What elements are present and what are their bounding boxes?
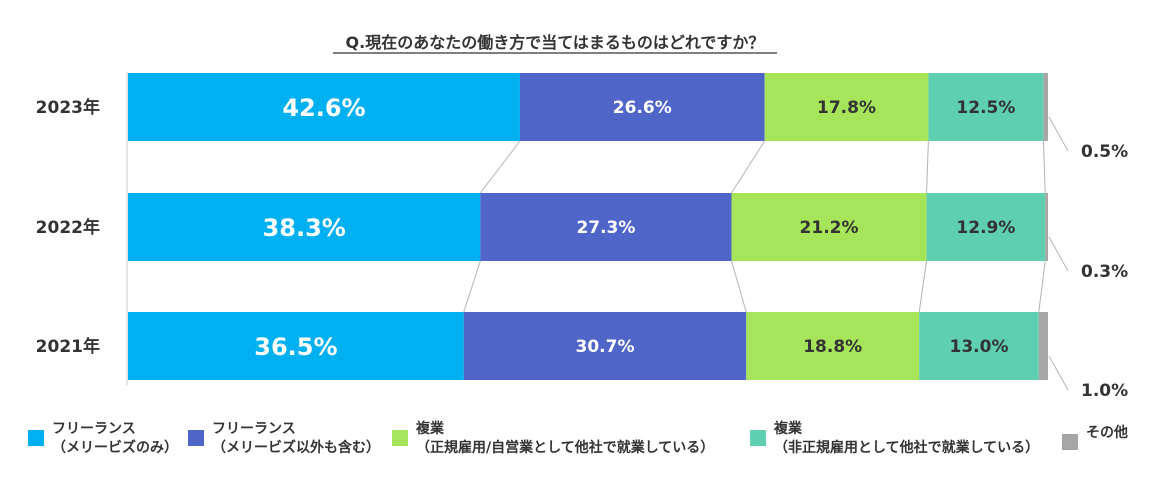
legend-swatch bbox=[188, 430, 204, 446]
data-label: 18.8% bbox=[803, 337, 862, 357]
bar-segment bbox=[463, 312, 747, 380]
leader-line bbox=[1048, 355, 1069, 391]
legend-item-freelance-merrybiz: フリーランス （メリービズのみ） bbox=[28, 420, 178, 458]
bar-segment bbox=[926, 193, 1046, 261]
legend-line-1: 複業 bbox=[416, 421, 444, 437]
connector-line bbox=[479, 140, 521, 194]
bar-segment bbox=[1038, 312, 1048, 380]
bar-segment bbox=[128, 312, 464, 380]
legend-swatch bbox=[1062, 434, 1078, 450]
data-label-other: 0.5% bbox=[1081, 142, 1128, 162]
bar-segment bbox=[746, 312, 920, 380]
leader-line bbox=[1048, 116, 1069, 152]
connector-line bbox=[731, 260, 747, 313]
bar-segment bbox=[128, 73, 520, 141]
legend-line-2: （非正規雇用として他社で就業している） bbox=[774, 440, 1040, 456]
data-label: 26.6% bbox=[613, 98, 672, 118]
data-label: 30.7% bbox=[576, 337, 635, 357]
data-label: 12.5% bbox=[956, 98, 1015, 118]
legend-line-1: 複業 bbox=[774, 421, 802, 437]
bar-segment bbox=[928, 73, 1044, 141]
bar-segment bbox=[731, 193, 927, 261]
legend: フリーランス （メリービズのみ） フリーランス （メリービズ以外も含む） 複業 … bbox=[0, 420, 1165, 480]
connector-line bbox=[463, 260, 481, 313]
legend-line-2: （メリービズのみ） bbox=[52, 440, 178, 456]
data-label: 27.3% bbox=[576, 218, 635, 238]
data-label: 42.6% bbox=[282, 94, 365, 122]
chart-title: Q.現在のあなたの働き方で当てはまるものはどれですか？ bbox=[346, 33, 765, 52]
data-label: 21.2% bbox=[800, 218, 859, 238]
legend-swatch bbox=[750, 430, 766, 446]
data-label-other: 1.0% bbox=[1081, 381, 1128, 401]
legend-item-side-job-nonregular: 複業 （非正規雇用として他社で就業している） bbox=[750, 420, 1039, 458]
legend-line-2: （正規雇用/自営業として他社で就業している） bbox=[416, 440, 715, 456]
legend-swatch bbox=[392, 430, 408, 446]
legend-line-2: （メリービズ以外も含む） bbox=[212, 440, 380, 456]
legend-swatch bbox=[28, 430, 44, 446]
category-label: 2021年 bbox=[36, 336, 100, 357]
bar-segment bbox=[519, 73, 765, 141]
leader-line bbox=[1048, 236, 1069, 272]
data-label-other: 0.3% bbox=[1081, 262, 1128, 282]
data-label: 38.3% bbox=[263, 214, 346, 242]
connector-lines bbox=[463, 116, 1069, 391]
data-label: 13.0% bbox=[950, 337, 1009, 357]
connector-line bbox=[1042, 140, 1046, 194]
legend-item-side-job-regular: 複業 （正規雇用/自営業として他社で就業している） bbox=[392, 420, 714, 458]
bar-segment bbox=[480, 193, 732, 261]
legend-item-freelance-other: フリーランス （メリービズ以外も含む） bbox=[188, 420, 380, 458]
connector-line bbox=[926, 140, 929, 194]
data-label: 36.5% bbox=[254, 333, 337, 361]
stacked-bar-chart: Q.現在のあなたの働き方で当てはまるものはどれですか？ 2023年 42.6% 26… bbox=[36, 33, 1128, 401]
labels-group: 2023年 42.6% 26.6% 17.8% 12.5% 0.5% 2022年 38.3% 2… bbox=[36, 94, 1128, 401]
legend-line-1: フリーランス bbox=[52, 421, 136, 437]
bar-segment bbox=[1043, 73, 1048, 141]
bar-segment bbox=[764, 73, 929, 141]
bar-segment bbox=[919, 312, 1039, 380]
connector-line bbox=[1038, 260, 1046, 313]
category-label: 2023年 bbox=[36, 97, 100, 118]
connector-line bbox=[731, 140, 766, 194]
legend-line-1: フリーランス bbox=[212, 421, 296, 437]
data-label: 17.8% bbox=[817, 98, 876, 118]
connector-line bbox=[918, 260, 928, 313]
bar-segment bbox=[1045, 193, 1048, 261]
bars-group bbox=[128, 73, 1048, 380]
legend-line-1: その他 bbox=[1086, 425, 1128, 441]
category-label: 2022年 bbox=[36, 217, 100, 238]
data-label: 12.9% bbox=[956, 218, 1015, 238]
legend-item-other: その他 bbox=[1062, 420, 1128, 450]
bar-segment bbox=[128, 193, 481, 261]
